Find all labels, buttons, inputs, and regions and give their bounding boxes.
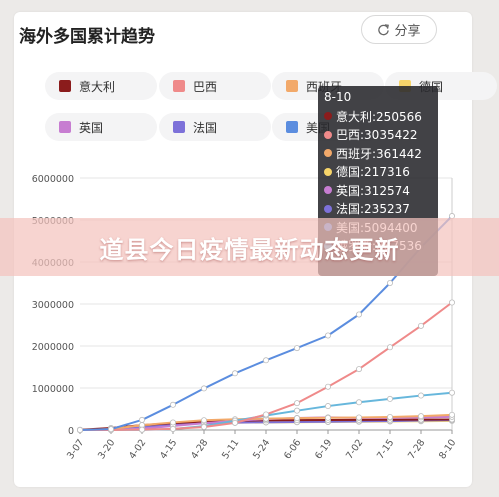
data-point xyxy=(293,400,300,407)
data-point xyxy=(324,414,331,421)
tooltip-row: 意大利:250566 xyxy=(324,107,432,126)
tooltip-row: 巴西:3035422 xyxy=(324,126,432,145)
data-point xyxy=(108,426,115,433)
data-point xyxy=(324,332,331,339)
data-point xyxy=(138,416,145,423)
legend-item-0[interactable]: 意大利 xyxy=(45,72,157,100)
data-point xyxy=(293,415,300,422)
x-tick-label: 6-06 xyxy=(282,437,303,461)
legend-swatch xyxy=(59,80,71,92)
x-tick-label: 7-15 xyxy=(375,437,396,461)
tooltip-dot xyxy=(324,112,332,121)
tooltip-row: 法国:235237 xyxy=(324,200,432,219)
x-tick-label: 3-20 xyxy=(96,437,117,461)
data-point xyxy=(200,417,207,424)
x-tick-label: 5-24 xyxy=(251,437,272,461)
tooltip-text: 英国:312574 xyxy=(336,183,410,198)
legend-swatch xyxy=(173,121,185,133)
data-point xyxy=(417,322,424,329)
share-label: 分享 xyxy=(394,24,421,39)
y-tick-label: 3000000 xyxy=(32,300,74,311)
data-point xyxy=(448,299,455,306)
tooltip-text: 巴西:3035422 xyxy=(336,128,418,143)
tooltip-dot xyxy=(324,186,332,195)
data-point xyxy=(77,426,84,433)
data-point xyxy=(231,419,238,426)
data-point xyxy=(231,370,238,377)
data-point xyxy=(324,383,331,390)
tooltip-text: 法国:235237 xyxy=(336,202,410,217)
data-point xyxy=(200,385,207,392)
data-point xyxy=(169,419,176,426)
x-tick-label: 7-02 xyxy=(344,437,365,461)
data-point xyxy=(417,392,424,399)
x-tick-label: 6-19 xyxy=(313,437,334,461)
data-point xyxy=(200,423,207,430)
legend-label: 意大利 xyxy=(79,79,116,94)
tooltip-title: 8-10 xyxy=(324,90,352,104)
legend-swatch xyxy=(286,80,298,92)
data-point xyxy=(169,401,176,408)
tooltip-dot xyxy=(324,204,332,213)
x-tick-label: 8-10 xyxy=(437,437,458,461)
share-icon xyxy=(378,24,390,36)
data-point xyxy=(138,426,145,433)
data-point xyxy=(262,411,269,418)
tooltip-row: 英国:312574 xyxy=(324,181,432,200)
x-tick-label: 4-15 xyxy=(158,437,179,461)
y-tick-label: 2000000 xyxy=(32,342,74,353)
data-point xyxy=(386,344,393,351)
data-point xyxy=(355,414,362,421)
data-point xyxy=(293,345,300,352)
legend-label: 法国 xyxy=(193,120,218,135)
page-title: 海外多国累计趋势 xyxy=(19,27,155,47)
y-tick-label: 0 xyxy=(68,426,74,437)
x-tick-label: 5-11 xyxy=(220,437,241,461)
data-point xyxy=(324,403,331,410)
data-point xyxy=(355,399,362,406)
data-point xyxy=(386,413,393,420)
data-point xyxy=(355,311,362,318)
legend-label: 英国 xyxy=(79,120,104,135)
share-button[interactable]: 分享 xyxy=(361,15,437,44)
data-point xyxy=(448,389,455,396)
tooltip-text: 意大利:250566 xyxy=(336,109,422,124)
legend-item-4[interactable]: 英国 xyxy=(45,113,157,141)
tooltip-text: 西班牙:361442 xyxy=(336,146,422,161)
data-point xyxy=(262,357,269,364)
data-point xyxy=(386,279,393,286)
tooltip-dot xyxy=(324,167,332,176)
legend-item-5[interactable]: 法国 xyxy=(159,113,271,141)
data-point xyxy=(169,425,176,432)
tooltip-text: 德国:217316 xyxy=(336,165,410,180)
y-tick-label: 1000000 xyxy=(32,384,74,395)
tooltip-dot xyxy=(324,130,332,139)
x-tick-label: 4-28 xyxy=(189,437,210,461)
tooltip-dot xyxy=(324,149,332,158)
data-point xyxy=(386,395,393,402)
headline-banner: 道县今日疫情最新动态更新 xyxy=(0,218,499,276)
legend-item-1[interactable]: 巴西 xyxy=(159,72,271,100)
data-point xyxy=(355,366,362,373)
data-point xyxy=(448,411,455,418)
legend-label: 巴西 xyxy=(193,79,218,94)
tooltip-row: 西班牙:361442 xyxy=(324,144,432,163)
data-point xyxy=(417,413,424,420)
banner-text: 道县今日疫情最新动态更新 xyxy=(99,235,400,264)
legend-swatch xyxy=(286,121,298,133)
series-line xyxy=(79,301,453,431)
y-tick-label: 6000000 xyxy=(32,174,74,185)
tooltip-row: 德国:217316 xyxy=(324,163,432,182)
data-point xyxy=(293,407,300,414)
x-tick-label: 3-07 xyxy=(65,437,86,461)
legend-swatch xyxy=(59,121,71,133)
x-tick-label: 4-02 xyxy=(127,437,148,461)
legend-swatch xyxy=(173,80,185,92)
x-tick-label: 7-28 xyxy=(406,437,427,461)
